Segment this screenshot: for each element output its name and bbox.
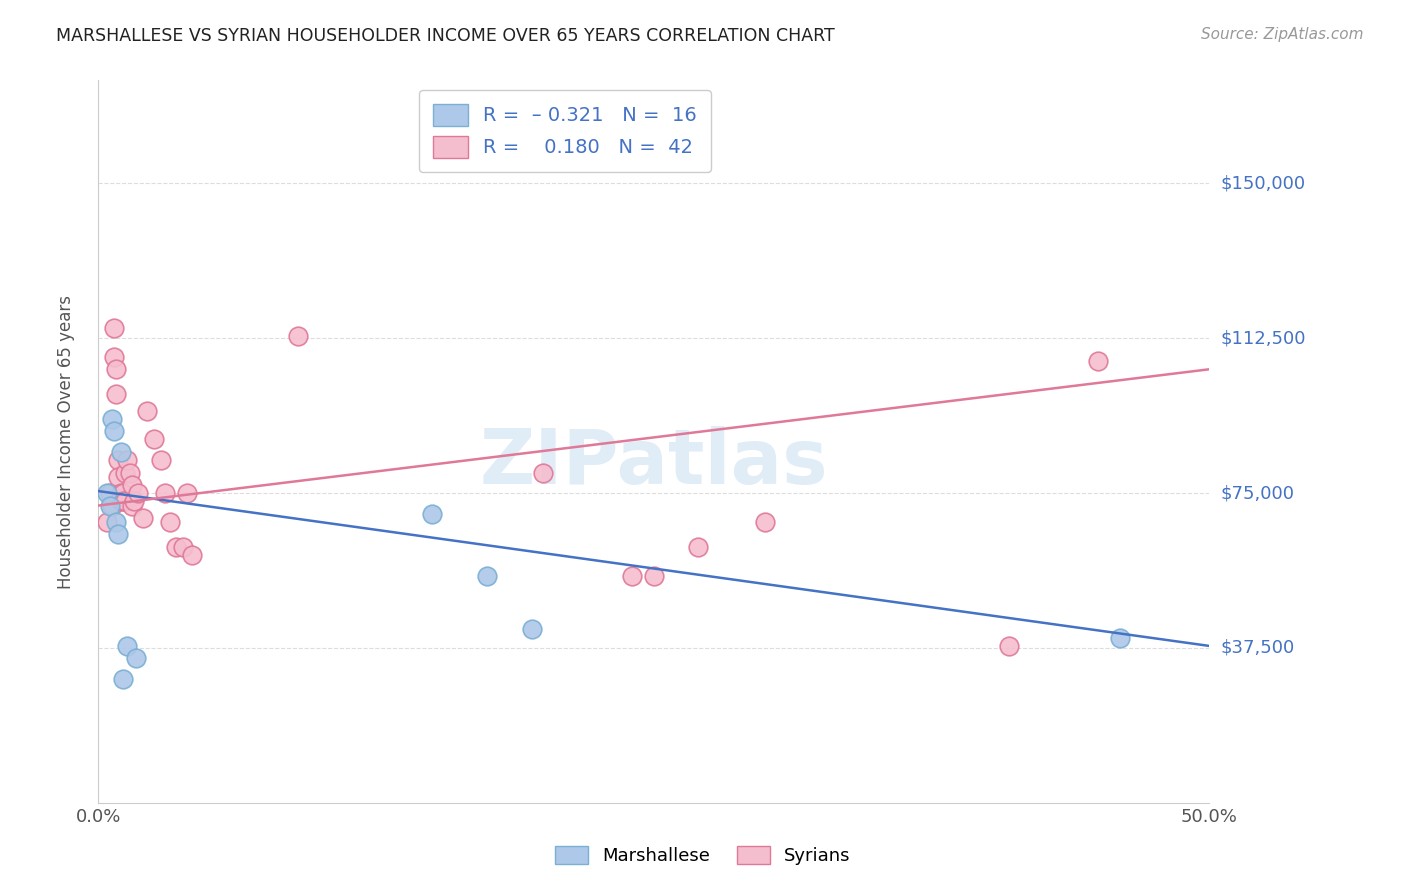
Point <box>1109 631 1132 645</box>
Point <box>105 515 128 529</box>
Legend: Marshallese, Syrians: Marshallese, Syrians <box>547 837 859 874</box>
Point <box>110 486 132 500</box>
Point <box>143 433 166 447</box>
Point <box>172 540 194 554</box>
Text: ZIPatlas: ZIPatlas <box>479 426 828 500</box>
Point <box>96 515 118 529</box>
Point <box>114 494 136 508</box>
Point <box>111 672 134 686</box>
Point <box>531 466 554 480</box>
Point <box>96 486 118 500</box>
Point <box>100 412 122 426</box>
Text: $150,000: $150,000 <box>1220 175 1305 193</box>
Point <box>105 362 128 376</box>
Point <box>111 486 134 500</box>
Point <box>180 548 202 562</box>
Point <box>118 466 141 480</box>
Point <box>754 515 776 529</box>
Point <box>121 499 143 513</box>
Text: $75,000: $75,000 <box>1220 484 1295 502</box>
Point <box>520 623 543 637</box>
Point <box>149 453 172 467</box>
Point <box>107 469 129 483</box>
Point <box>103 350 125 364</box>
Point <box>103 424 125 438</box>
Point <box>105 387 128 401</box>
Point <box>420 507 443 521</box>
Point <box>114 466 136 480</box>
Point <box>103 321 125 335</box>
Point <box>1087 354 1109 368</box>
Point <box>165 540 187 554</box>
Point <box>117 453 139 467</box>
Point <box>643 568 665 582</box>
Text: MARSHALLESE VS SYRIAN HOUSEHOLDER INCOME OVER 65 YEARS CORRELATION CHART: MARSHALLESE VS SYRIAN HOUSEHOLDER INCOME… <box>56 27 835 45</box>
Point <box>287 329 309 343</box>
Y-axis label: Householder Income Over 65 years: Householder Income Over 65 years <box>56 294 75 589</box>
Point <box>998 639 1021 653</box>
Point <box>122 494 145 508</box>
Point <box>159 515 181 529</box>
Point <box>153 486 176 500</box>
Point <box>100 499 122 513</box>
Point <box>136 403 159 417</box>
Legend: R =  – 0.321   N =  16, R =    0.180   N =  42: R = – 0.321 N = 16, R = 0.180 N = 42 <box>419 90 710 172</box>
Text: Source: ZipAtlas.com: Source: ZipAtlas.com <box>1201 27 1364 42</box>
Point <box>107 527 129 541</box>
Text: $112,500: $112,500 <box>1220 329 1306 347</box>
Point <box>127 486 149 500</box>
Point <box>110 494 132 508</box>
Point <box>688 540 710 554</box>
Point <box>111 494 134 508</box>
Point <box>176 486 198 500</box>
Point <box>117 639 139 653</box>
Point <box>107 453 129 467</box>
Point <box>125 651 148 665</box>
Point <box>121 478 143 492</box>
Point <box>132 511 155 525</box>
Point <box>98 486 121 500</box>
Text: $37,500: $37,500 <box>1220 639 1295 657</box>
Point <box>98 499 121 513</box>
Point <box>475 568 498 582</box>
Point <box>110 445 132 459</box>
Point <box>620 568 643 582</box>
